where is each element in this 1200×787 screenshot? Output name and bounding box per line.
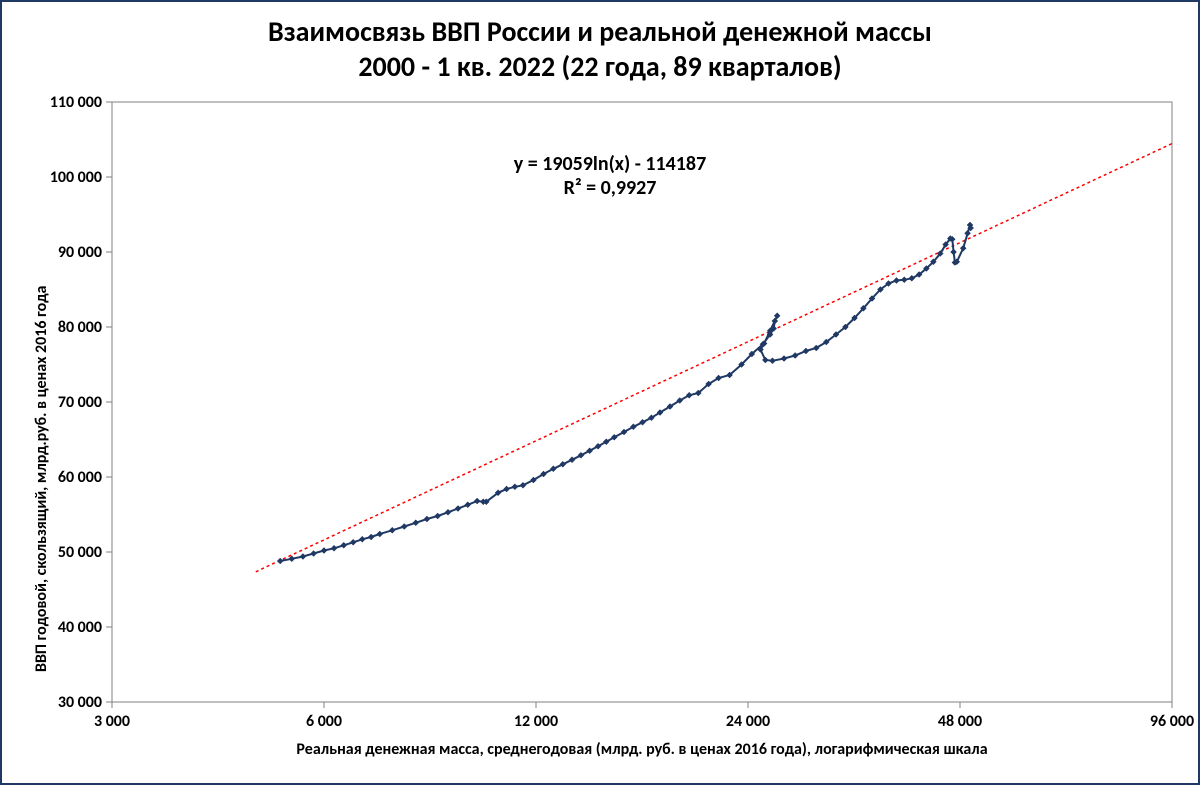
data-point-marker (368, 534, 374, 540)
data-point-marker (311, 551, 317, 557)
data-point-marker (401, 524, 407, 530)
regression-equation: y = 19059ln(x) - 114187 R² = 0,9927 (430, 152, 790, 200)
data-point-marker (321, 548, 327, 554)
data-point-marker (455, 506, 461, 512)
data-point-marker (377, 531, 383, 537)
data-point-marker (781, 356, 787, 362)
data-point-marker (300, 554, 306, 560)
y-tick-label: 110 000 (50, 93, 102, 112)
y-tick-label: 60 000 (58, 468, 102, 487)
data-point-marker (277, 558, 283, 564)
data-point-marker (512, 484, 518, 490)
y-tick-label: 90 000 (58, 243, 102, 262)
x-tick-label: 96 000 (1150, 712, 1194, 731)
data-point-marker (474, 498, 480, 504)
y-tick-label: 100 000 (50, 168, 102, 187)
y-tick-label: 30 000 (58, 693, 102, 712)
x-tick-label: 12 000 (514, 712, 558, 731)
data-point-marker (951, 249, 957, 255)
data-point-marker (359, 536, 365, 542)
data-point-marker (769, 358, 775, 364)
data-point-marker (960, 245, 966, 251)
x-axis-label: Реальная денежная масса, среднегодовая (… (112, 740, 1172, 759)
equation-line-1: y = 19059ln(x) - 114187 (430, 152, 790, 176)
equation-line-2: R² = 0,9927 (430, 176, 790, 200)
data-point-marker (445, 509, 451, 515)
data-point-marker (762, 357, 768, 363)
data-point-marker (331, 545, 337, 551)
data-point-marker (341, 542, 347, 548)
chart-frame: Взаимосвязь ВВП России и реальной денежн… (0, 0, 1200, 785)
data-point-marker (965, 230, 971, 236)
data-point-marker (435, 513, 441, 519)
x-tick-label: 3 000 (94, 712, 130, 731)
data-point-marker (893, 278, 899, 284)
data-point-marker (350, 539, 356, 545)
data-point-marker (901, 277, 907, 283)
y-tick-label: 70 000 (58, 393, 102, 412)
data-point-marker (504, 486, 510, 492)
y-tick-label: 80 000 (58, 318, 102, 337)
data-point-marker (792, 353, 798, 359)
trendline (256, 144, 1172, 572)
y-tick-label: 40 000 (58, 618, 102, 637)
data-point-marker (774, 313, 780, 319)
data-point-marker (424, 516, 430, 522)
data-point-marker (389, 527, 395, 533)
x-tick-label: 6 000 (306, 712, 342, 731)
data-point-marker (413, 520, 419, 526)
x-tick-label: 48 000 (938, 712, 982, 731)
data-series-line (280, 225, 970, 561)
data-point-marker (465, 502, 471, 508)
plot-area: 30 000 40 000 50 000 60 000 70 000 80 000 90 0… (2, 2, 1200, 787)
x-tick-label: 24 000 (726, 712, 770, 731)
y-axis-label: ВВП годовой, скользящий, млрд.руб. в цен… (32, 286, 51, 672)
y-tick-label: 50 000 (58, 543, 102, 562)
data-point-marker (803, 348, 809, 354)
